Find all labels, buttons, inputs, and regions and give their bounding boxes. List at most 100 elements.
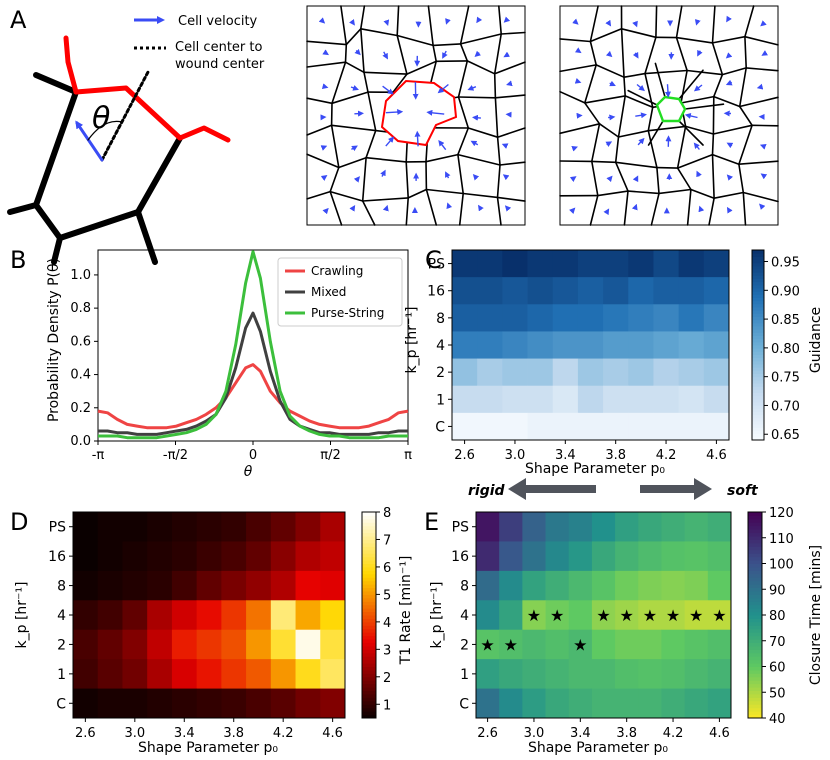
e-colorbar-segment bbox=[748, 700, 762, 705]
e-cell bbox=[661, 512, 686, 542]
c-x-tick-label: 3.8 bbox=[605, 448, 626, 463]
b-x-tick-label: -π/2 bbox=[163, 448, 188, 463]
e-colorbar-segment bbox=[748, 573, 762, 578]
e-cell bbox=[615, 629, 639, 660]
e-colorbar-segment bbox=[748, 697, 762, 702]
c-xlabel: Shape Parameter p₀ bbox=[525, 461, 665, 477]
e-x-tick-label: 3.4 bbox=[570, 726, 591, 741]
tissue-cell-edge bbox=[711, 42, 724, 76]
tissue-cell-edge bbox=[624, 95, 654, 109]
d-x-tick-label: 4.6 bbox=[322, 726, 343, 741]
tissue-cell-edge bbox=[744, 35, 748, 69]
velocity-arrow bbox=[320, 145, 328, 151]
e-y-tick-label: 1 bbox=[460, 667, 469, 683]
tissue-cell-edge bbox=[361, 156, 367, 202]
c-cell bbox=[577, 385, 604, 414]
tissue-cell-edge bbox=[497, 5, 503, 35]
cell-schematic bbox=[7, 35, 231, 265]
c-colorbar-segment bbox=[752, 370, 764, 374]
c-cell bbox=[452, 331, 478, 359]
tissue-cell-edge bbox=[684, 125, 715, 135]
d-colorbar-segment bbox=[362, 625, 376, 630]
velocity-arrow bbox=[726, 142, 734, 149]
d-colorbar-segment bbox=[362, 556, 376, 561]
c-cell bbox=[653, 385, 680, 414]
c-colorbar-segment bbox=[752, 291, 764, 295]
c-cell bbox=[552, 277, 579, 305]
d-colorbar-segment bbox=[362, 542, 376, 547]
e-x-tick-label: 3.8 bbox=[616, 726, 637, 741]
c-colorbar-segment bbox=[752, 338, 764, 343]
rigid-label: rigid bbox=[468, 483, 506, 499]
wound-edge bbox=[73, 85, 183, 141]
c-cell bbox=[678, 304, 705, 332]
c-cell bbox=[452, 412, 478, 441]
d-colorbar-segment bbox=[362, 645, 376, 650]
d-colorbar-segment bbox=[362, 577, 376, 582]
d-y-tick-label: 2 bbox=[57, 637, 66, 653]
c-x-tick-label: 4.2 bbox=[656, 448, 677, 463]
e-colorbar-segment bbox=[748, 601, 762, 606]
tissue-cell-edge bbox=[620, 27, 625, 78]
d-colorbar-tick-label: 4 bbox=[383, 616, 391, 631]
d-cell bbox=[196, 512, 222, 542]
tissue-cell-edge bbox=[713, 191, 745, 199]
tissue-cell-edge bbox=[425, 188, 438, 226]
c-colorbar-segment bbox=[752, 408, 764, 412]
c-colorbar-segment bbox=[752, 288, 764, 292]
tissue-cell-edge bbox=[708, 197, 715, 226]
velocity-arrow bbox=[383, 19, 390, 27]
e-colorbar-segment bbox=[748, 549, 762, 554]
e-star-marker: ★ bbox=[666, 606, 680, 625]
c-colorbar-segment bbox=[752, 414, 764, 419]
velocity-arrow bbox=[472, 114, 481, 121]
tissue-cell-edge bbox=[711, 35, 746, 44]
b-x-tick-label: π bbox=[404, 448, 412, 463]
c-cell bbox=[527, 250, 554, 278]
e-colorbar-tick-label: 110 bbox=[769, 532, 794, 547]
tissue-cell-edge bbox=[647, 129, 658, 169]
c-cell bbox=[703, 250, 730, 278]
velocity-arrow bbox=[632, 51, 639, 59]
d-cell bbox=[221, 570, 247, 601]
d-colorbar-segment bbox=[362, 532, 376, 537]
c-y-tick-label: 4 bbox=[436, 338, 445, 354]
c-cell bbox=[502, 412, 528, 441]
e-cell bbox=[476, 570, 500, 601]
tissue-cell-edge bbox=[675, 36, 714, 44]
center-to-wound-line bbox=[100, 70, 150, 162]
velocity-arrow bbox=[438, 140, 447, 151]
e-star-marker: ★ bbox=[620, 606, 634, 625]
c-cell bbox=[477, 277, 503, 305]
b-legend bbox=[277, 257, 403, 327]
d-colorbar-segment bbox=[362, 608, 376, 613]
d-cell bbox=[97, 688, 123, 719]
velocity-arrow bbox=[697, 49, 703, 57]
tissue-cell-edge bbox=[742, 191, 779, 203]
e-colorbar-segment bbox=[748, 546, 762, 551]
e-star-marker: ★ bbox=[480, 635, 494, 654]
d-colorbar-tick-label: 8 bbox=[383, 506, 391, 521]
e-colorbar-segment bbox=[748, 611, 762, 616]
e-cell bbox=[638, 659, 662, 689]
e-cell bbox=[568, 600, 593, 631]
e-colorbar-segment bbox=[748, 536, 762, 540]
d-colorbar-segment bbox=[362, 529, 376, 534]
c-colorbar-segment bbox=[752, 269, 764, 273]
c-cell bbox=[628, 277, 654, 305]
velocity-arrow bbox=[506, 80, 513, 87]
tissue-cell-edge bbox=[678, 120, 704, 146]
d-cell bbox=[221, 600, 247, 631]
healed-wound-boundary bbox=[655, 95, 687, 123]
e-cell bbox=[522, 512, 546, 542]
tissue-cell-edge bbox=[656, 166, 679, 169]
e-cell bbox=[591, 600, 616, 631]
e-colorbar-segment bbox=[748, 539, 762, 544]
e-colorbar-segment bbox=[748, 656, 762, 661]
c-cell bbox=[577, 331, 604, 359]
e-colorbar-tick-label: 40 bbox=[769, 712, 786, 727]
velocity-arrow bbox=[605, 19, 612, 27]
d-colorbar-segment bbox=[362, 621, 376, 626]
d-colorbar-segment bbox=[362, 656, 376, 661]
e-colorbar-segment bbox=[748, 666, 762, 671]
